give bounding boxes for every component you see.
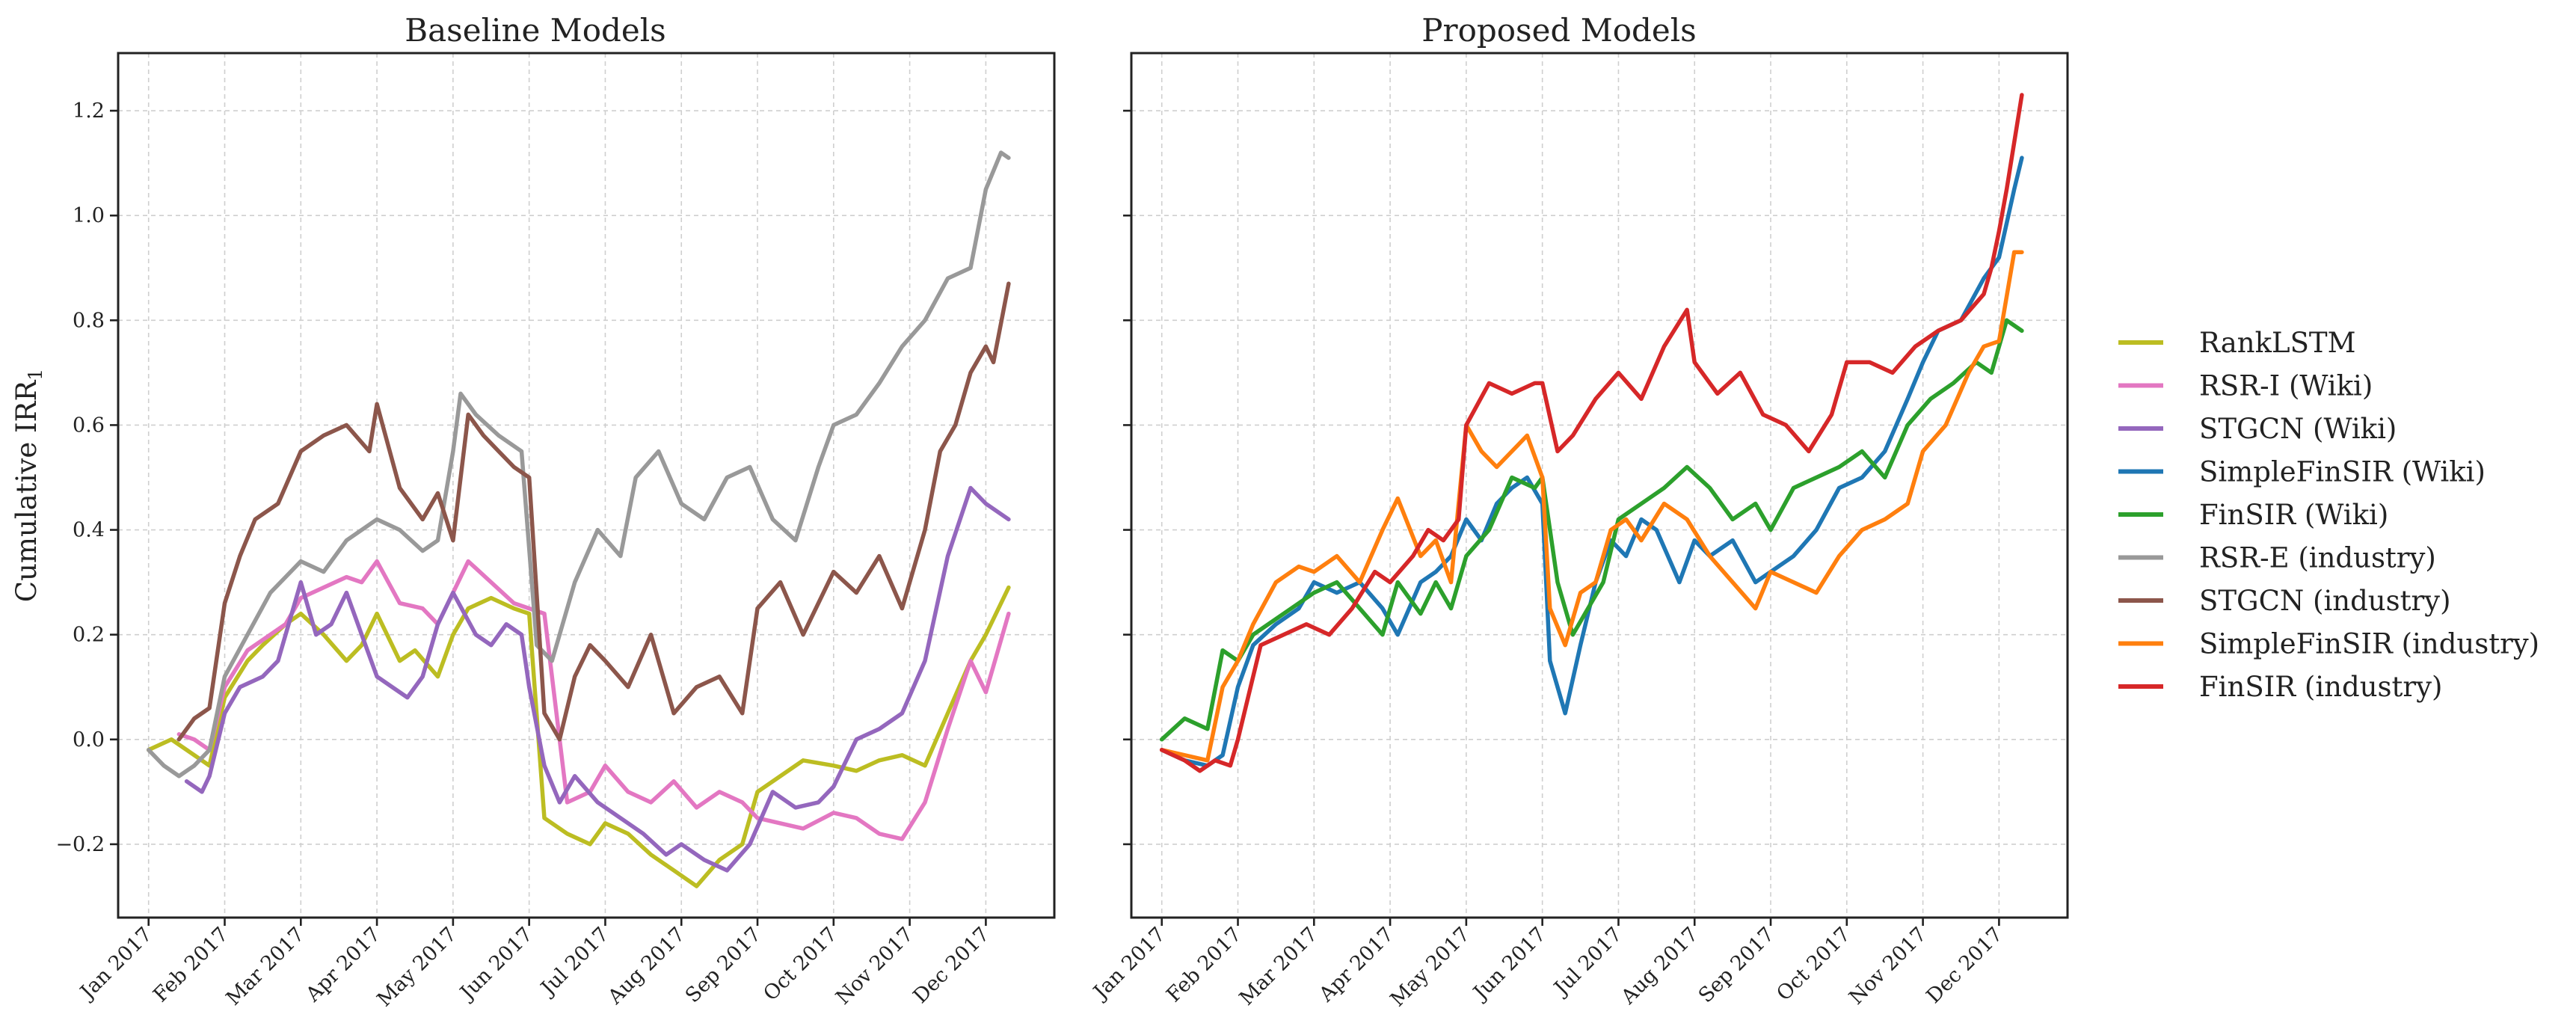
y-tick-label: −0.2 (55, 833, 105, 856)
legend-item-finsir-wiki: FinSIR (Wiki) (2118, 499, 2388, 531)
legend-label: SimpleFinSIR (industry) (2199, 628, 2539, 660)
y-axis-label: Cumulative IRR1 (10, 369, 46, 602)
series-line-stgcn-industry (176, 281, 1011, 742)
legend-item-rsr-i-wiki: RSR-I (Wiki) (2118, 370, 2373, 402)
legend-label: RSR-E (industry) (2199, 542, 2436, 574)
legend-label: FinSIR (Wiki) (2199, 499, 2388, 531)
legend-item-stgcn-industry: STGCN (industry) (2118, 585, 2451, 617)
grid-proposed (1131, 53, 2068, 918)
series-line-rsr-e-industry (146, 150, 1011, 778)
x-tick-label: Feb 2017 (149, 923, 233, 1007)
legend: RankLSTM RSR-I (Wiki) STGCN (Wiki) SimpleFi… (2118, 327, 2539, 703)
x-tick-label: Feb 2017 (1162, 923, 1246, 1007)
series-proposed (1159, 93, 2024, 773)
series-line-simplefinsir-wiki (1159, 156, 2024, 768)
y-tick-label: 1.2 (73, 99, 105, 123)
legend-item-simplefinsir-wiki: SimpleFinSIR (Wiki) (2118, 456, 2486, 488)
x-tick-label: Mar 2017 (222, 923, 310, 1010)
series-line-rsr-i-wiki (176, 559, 1011, 841)
legend-label: STGCN (industry) (2199, 585, 2451, 617)
series-baseline (146, 150, 1011, 888)
y-tick-label: 0.2 (73, 624, 105, 647)
series-line-stgcn-wiki (184, 485, 1011, 873)
legend-label: STGCN (Wiki) (2199, 413, 2397, 445)
plot-frame-baseline (117, 52, 1056, 919)
x-tick-label: Nov 2017 (831, 923, 918, 1010)
panel-title-proposed: Proposed Models (1421, 12, 1696, 49)
legend-label: RankLSTM (2199, 327, 2356, 359)
y-tick-label: 1.0 (73, 204, 105, 227)
series-line-finsir-wiki (1159, 318, 2024, 742)
legend-item-finsir-industry: FinSIR (industry) (2118, 671, 2442, 703)
y-tick-label: 0.6 (73, 414, 105, 437)
x-tick-label: Dec 2017 (909, 923, 994, 1008)
grid-baseline (118, 53, 1054, 918)
legend-label: SimpleFinSIR (Wiki) (2199, 456, 2486, 488)
legend-item-rsr-e-industry: RSR-E (industry) (2118, 542, 2436, 574)
y-tick-label: 0.0 (73, 728, 105, 752)
x-tick-label: Mar 2017 (1235, 923, 1323, 1010)
x-tick-label: Aug 2017 (603, 923, 690, 1010)
y-tick-label: 0.4 (73, 519, 105, 542)
x-tick-label: Oct 2017 (759, 923, 842, 1006)
series-line-simplefinsir-industry (1159, 250, 2024, 763)
x-tick-label: Oct 2017 (1772, 923, 1855, 1006)
x-tick-label: Sep 2017 (1694, 923, 1779, 1007)
x-tick-label: May 2017 (1386, 923, 1475, 1011)
y-axis-label-main: Cumulative IRR (10, 380, 43, 603)
y-axis-label-subscript: 1 (25, 369, 46, 381)
x-tick-label: Nov 2017 (1845, 923, 1931, 1010)
x-tick-label: Jun 2017 (455, 923, 538, 1006)
x-tick-label: Dec 2017 (1922, 923, 2007, 1008)
series-line-ranklstm (146, 585, 1011, 888)
x-tick-label: Jan 2017 (75, 923, 157, 1005)
series-line-finsir-industry (1159, 93, 2024, 773)
plot-frame-proposed (1130, 52, 2069, 919)
x-tick-label: Aug 2017 (1617, 923, 1703, 1010)
legend-item-ranklstm: RankLSTM (2118, 327, 2356, 359)
legend-item-simplefinsir-industry: SimpleFinSIR (industry) (2118, 628, 2539, 660)
x-tick-label: May 2017 (373, 923, 461, 1011)
legend-label: RSR-I (Wiki) (2199, 370, 2373, 402)
x-tick-label: Jan 2017 (1088, 923, 1170, 1005)
x-tick-label: Sep 2017 (681, 923, 766, 1007)
x-tick-label: Jul 2017 (1549, 923, 1627, 1001)
y-tick-label: 0.8 (73, 309, 105, 332)
x-tick-label: Jun 2017 (1468, 923, 1551, 1006)
panel-title-baseline: Baseline Models (405, 12, 665, 49)
legend-label: FinSIR (industry) (2199, 671, 2442, 703)
x-tick-label: Jul 2017 (535, 923, 614, 1001)
legend-item-stgcn-wiki: STGCN (Wiki) (2118, 413, 2397, 445)
